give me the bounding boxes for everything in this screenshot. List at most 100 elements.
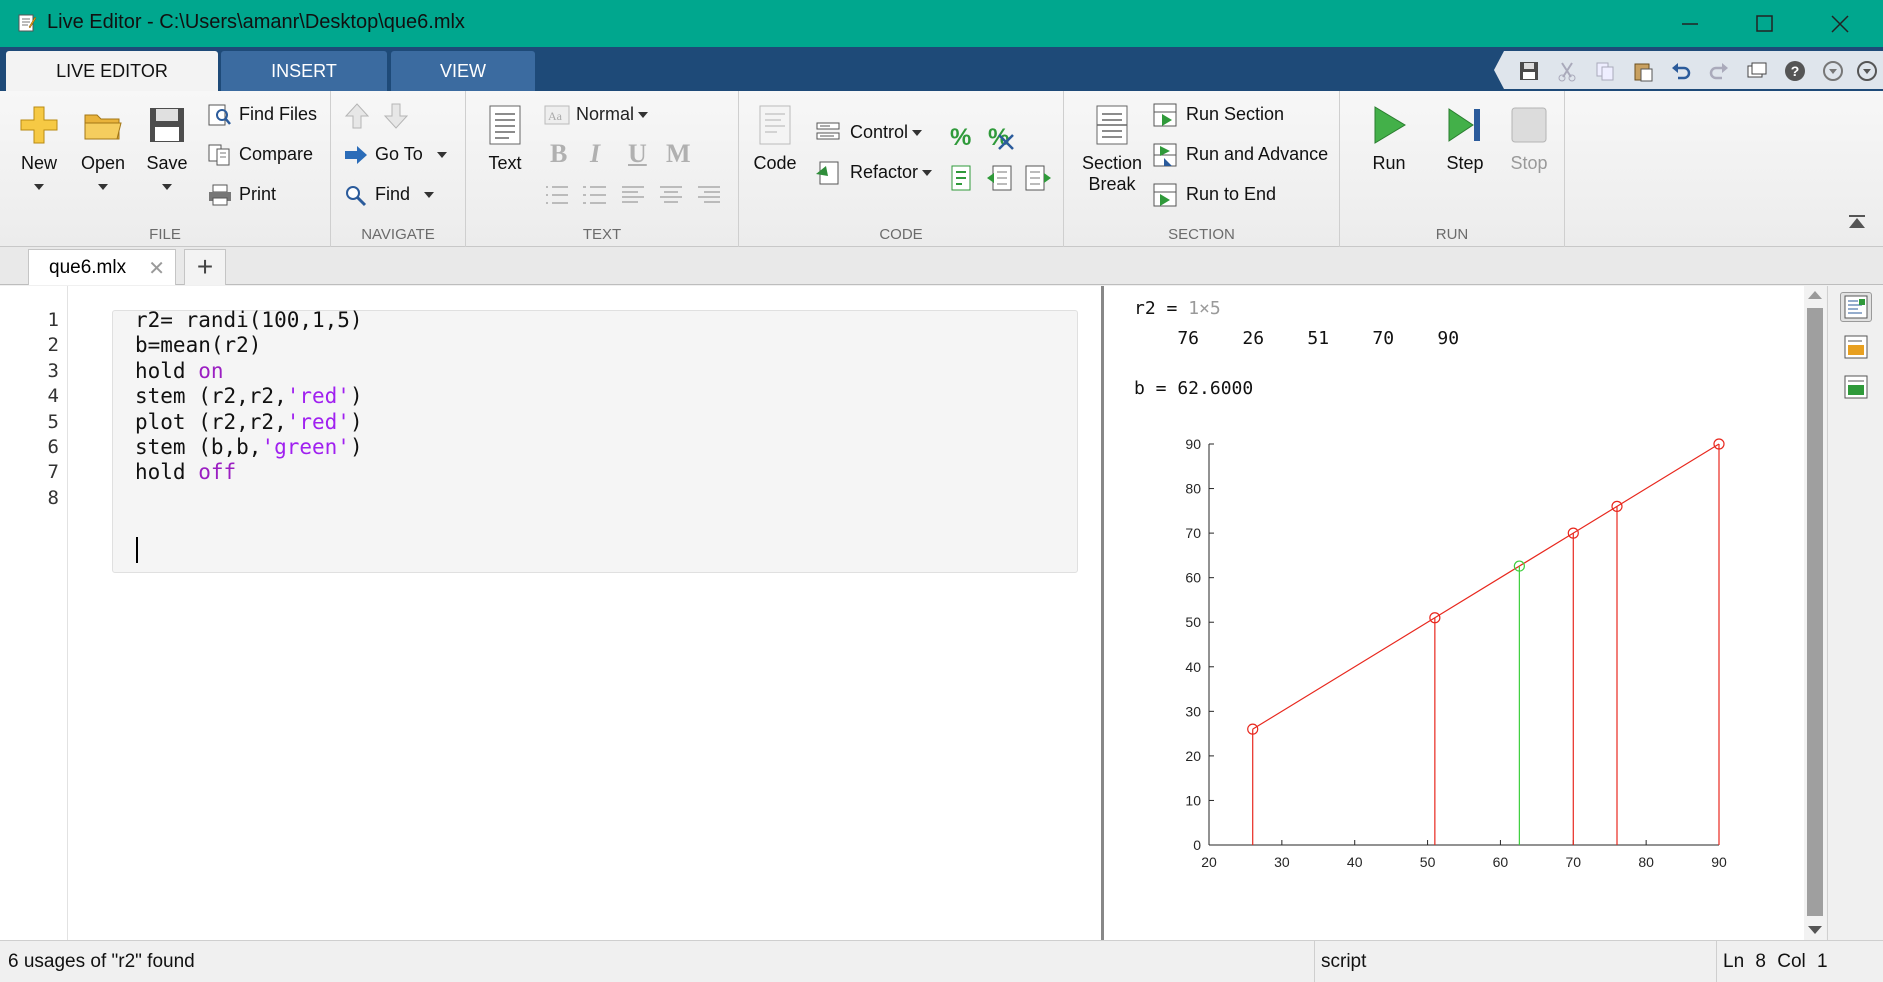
new-button[interactable]: New xyxy=(8,103,70,195)
forward-arrow-icon[interactable] xyxy=(383,101,409,131)
stop-icon xyxy=(1511,107,1547,143)
y-tick-label: 80 xyxy=(1185,481,1201,497)
code-document-icon xyxy=(759,105,791,145)
hide-code-button[interactable] xyxy=(1840,372,1872,402)
run-to-end-icon xyxy=(1153,183,1177,207)
minimize-toolstrip-icon[interactable] xyxy=(1856,60,1878,82)
run-and-advance-button[interactable]: Run and Advance xyxy=(1152,139,1328,169)
output-inline-button[interactable] xyxy=(1840,292,1872,322)
output-figure[interactable]: 0 10 20 30 40 50 60 70 80 90 20 30 40 50 60 70 80 90 xyxy=(1144,426,1764,896)
code-group: Code Control Refactor % % CODE xyxy=(739,91,1064,247)
output-vertical-scrollbar[interactable] xyxy=(1804,286,1826,940)
b-output-line: b = 62.6000 xyxy=(1134,378,1254,399)
stem-marker xyxy=(1513,560,1525,572)
help-icon[interactable]: ? xyxy=(1784,60,1806,82)
save-icon[interactable] xyxy=(1518,60,1540,82)
run-button[interactable]: Run xyxy=(1358,103,1420,174)
open-button[interactable]: Open xyxy=(72,103,134,195)
switch-windows-icon[interactable] xyxy=(1746,60,1768,82)
print-button[interactable]: Print xyxy=(207,179,276,209)
bold-button[interactable]: B xyxy=(550,139,568,168)
tab-view[interactable]: VIEW xyxy=(391,51,535,91)
code-button[interactable]: Code xyxy=(744,103,806,174)
code-token: ) xyxy=(349,435,363,459)
code-line[interactable]: b=mean(r2) xyxy=(135,333,261,357)
undo-icon[interactable] xyxy=(1670,60,1692,82)
back-arrow-icon[interactable] xyxy=(344,101,370,131)
redo-icon[interactable] xyxy=(1708,60,1730,82)
new-dropdown-icon xyxy=(34,184,44,191)
scroll-down-icon[interactable] xyxy=(1808,926,1822,934)
control-button[interactable]: Control xyxy=(814,117,923,147)
wrap-comments-icon[interactable] xyxy=(947,163,977,193)
window-title: Live Editor - C:\Users\amanr\Desktop\que… xyxy=(47,11,465,33)
search-documentation-icon[interactable] xyxy=(1822,60,1844,82)
scroll-up-icon[interactable] xyxy=(1808,291,1822,299)
numbered-list-icon[interactable] xyxy=(580,181,610,209)
maximize-button[interactable] xyxy=(1735,0,1795,47)
close-window-button[interactable] xyxy=(1810,0,1870,47)
find-button[interactable]: Find xyxy=(343,179,435,209)
cut-icon[interactable] xyxy=(1556,60,1578,82)
minimize-icon xyxy=(1682,23,1698,25)
align-right-icon[interactable] xyxy=(694,181,724,209)
code-token: hold xyxy=(135,358,199,383)
tab-insert[interactable]: INSERT xyxy=(221,51,387,91)
code-line[interactable]: stem (b,b,'green') xyxy=(135,435,363,459)
run-group-label: RUN xyxy=(1435,226,1469,243)
compare-icon xyxy=(208,144,230,166)
underline-button[interactable]: U xyxy=(628,139,647,168)
run-to-end-button[interactable]: Run to End xyxy=(1152,179,1276,209)
new-tab-button[interactable]: + xyxy=(184,249,226,285)
code-line[interactable]: hold on xyxy=(135,359,224,383)
minimize-button[interactable] xyxy=(1660,0,1720,47)
cursor-position: Ln 8 Col 1 xyxy=(1716,941,1866,982)
find-dropdown-icon xyxy=(424,192,435,199)
uncomment-icon[interactable]: % xyxy=(985,121,1015,151)
italic-button[interactable]: I xyxy=(590,139,601,168)
scrollbar-thumb[interactable] xyxy=(1807,308,1823,916)
editor-output-splitter[interactable] xyxy=(1101,286,1104,940)
code-line[interactable]: r2= randi(100,1,5) xyxy=(135,308,363,332)
save-button[interactable]: Save xyxy=(136,103,198,195)
x-tick-label: 80 xyxy=(1638,854,1654,870)
code-token: b=mean(r2) xyxy=(135,333,262,358)
comment-icon[interactable]: % xyxy=(947,121,977,151)
text-button[interactable]: Text xyxy=(474,103,536,174)
compare-button[interactable]: Compare xyxy=(207,139,313,169)
text-style-dropdown[interactable]: Aa Normal xyxy=(544,99,649,129)
code-line[interactable]: plot (r2,r2,'red') xyxy=(135,410,363,434)
y-tick-label: 50 xyxy=(1185,614,1201,630)
refactor-button[interactable]: Refactor xyxy=(814,157,933,187)
run-section-icon xyxy=(1153,103,1177,127)
find-magnifier-icon xyxy=(346,186,367,207)
copy-icon[interactable] xyxy=(1594,60,1616,82)
svg-text:?: ? xyxy=(1791,63,1800,79)
code-line[interactable]: stem (r2,r2,'red') xyxy=(135,384,363,408)
go-to-button[interactable]: Go To xyxy=(343,139,447,169)
ribbon-toolstrip: New Open Save Find Files Compare Print F… xyxy=(0,91,1883,247)
control-icon xyxy=(816,122,840,140)
code-block[interactable]: r2= randi(100,1,5) b=mean(r2) hold on stem … xyxy=(112,308,1078,573)
align-left-icon[interactable] xyxy=(618,181,648,209)
decrease-indent-icon[interactable] xyxy=(1023,163,1053,193)
stop-button[interactable]: Stop xyxy=(1498,103,1560,174)
paste-icon[interactable] xyxy=(1632,60,1654,82)
folder-icon xyxy=(84,114,122,140)
monospace-button[interactable]: M xyxy=(666,139,691,168)
section-break-button[interactable]: Section Break xyxy=(1072,103,1152,195)
collapse-toolstrip-icon[interactable] xyxy=(1846,213,1868,231)
find-files-button[interactable]: Find Files xyxy=(207,99,317,129)
increase-indent-icon[interactable] xyxy=(985,163,1015,193)
tab-live-editor[interactable]: LIVE EDITOR xyxy=(6,51,218,91)
close-tab-icon[interactable]: ✕ xyxy=(148,258,165,280)
bullet-list-icon[interactable] xyxy=(542,181,572,209)
step-button[interactable]: Step xyxy=(1434,103,1496,174)
code-line[interactable]: hold off xyxy=(135,460,236,484)
ribbon-tab-strip: LIVE EDITOR INSERT VIEW ? xyxy=(0,47,1883,91)
align-center-icon[interactable] xyxy=(656,181,686,209)
output-right-button[interactable] xyxy=(1840,332,1872,362)
document-tab-que6[interactable]: que6.mlx ✕ xyxy=(28,249,176,285)
run-section-button[interactable]: Run Section xyxy=(1152,99,1284,129)
